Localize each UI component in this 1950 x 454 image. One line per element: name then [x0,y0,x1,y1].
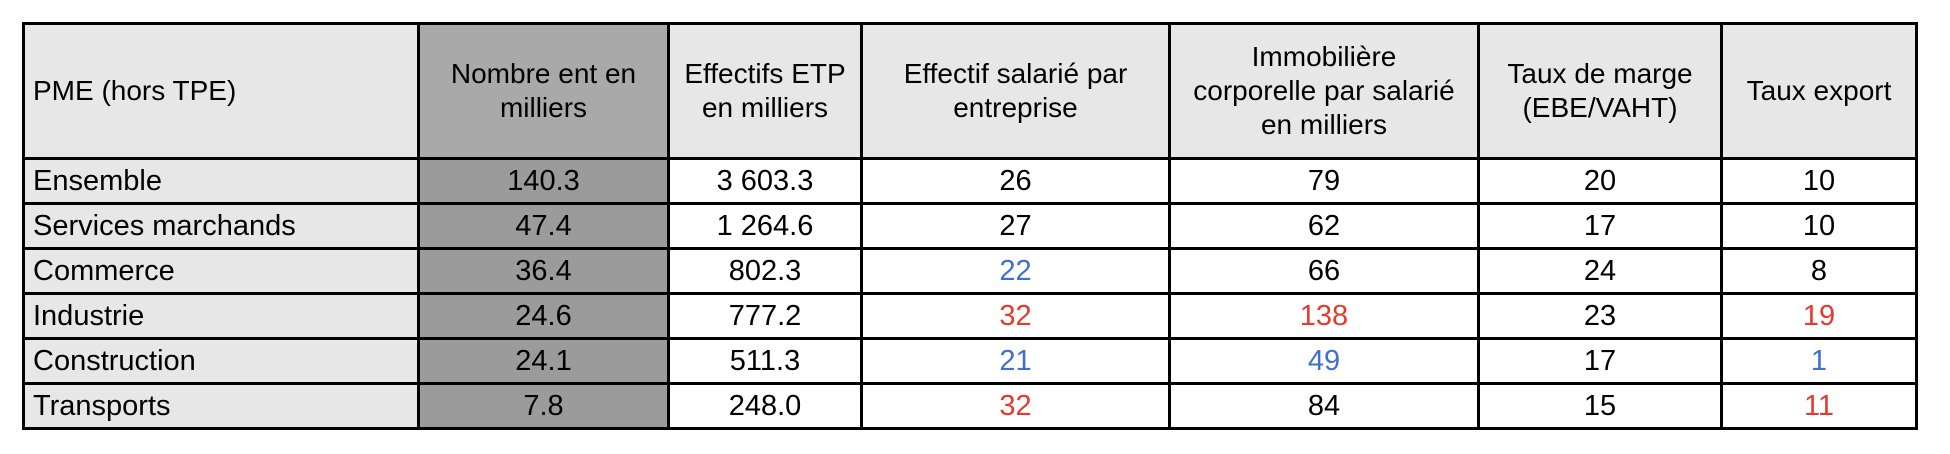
cell-immobiliere: 49 [1168,337,1480,385]
header-line: Effectifs ETP [684,57,846,89]
header-line: milliers [499,92,588,123]
cell-effectifs-etp: 1 264.6 [667,202,863,250]
cell-nombre-ent: 24.1 [417,337,670,385]
table-row: Ensemble 140.3 3 603.3 26 79 20 10 [22,157,1918,205]
cell-taux-marge: 23 [1477,292,1723,340]
header-row: PME (hors TPE) Nombre ent en milliers Ef… [22,22,1918,160]
cell-effectif-salarie: 27 [860,202,1171,250]
cell-effectifs-etp: 3 603.3 [667,157,863,205]
cell-taux-marge: 20 [1477,157,1723,205]
cell-taux-export: 10 [1720,157,1918,205]
cell-immobiliere: 79 [1168,157,1480,205]
cell-immobiliere: 66 [1168,247,1480,295]
cell-effectifs-etp: 777.2 [667,292,863,340]
row-label: Transports [22,382,420,430]
row-label: Industrie [22,292,420,340]
header-line: PME (hors TPE) [33,74,237,106]
cell-nombre-ent: 47.4 [417,202,670,250]
header-line: entreprise [953,92,1078,123]
cell-taux-export: 19 [1720,292,1918,340]
col-header-effectifs-etp: Effectifs ETP en milliers [667,22,863,160]
header-line: Immobilière [1251,40,1397,72]
cell-effectifs-etp: 511.3 [667,337,863,385]
header-line: en milliers [701,92,829,123]
header-line: Taux de marge [1507,57,1693,89]
cell-taux-marge: 17 [1477,202,1723,250]
header-line: (EBE/VAHT) [1522,92,1678,123]
cell-immobiliere: 84 [1168,382,1480,430]
table-row: Industrie 24.6 777.2 32 138 23 19 [22,292,1918,340]
cell-effectif-salarie: 22 [860,247,1171,295]
col-header-nombre-ent: Nombre ent en milliers [417,22,670,160]
cell-immobiliere: 138 [1168,292,1480,340]
col-header-pme: PME (hors TPE) [22,22,420,160]
col-header-taux-marge: Taux de marge (EBE/VAHT) [1477,22,1723,160]
row-label: Ensemble [22,157,420,205]
cell-taux-marge: 24 [1477,247,1723,295]
cell-taux-marge: 15 [1477,382,1723,430]
cell-taux-export: 11 [1720,382,1918,430]
cell-taux-export: 1 [1720,337,1918,385]
cell-effectifs-etp: 802.3 [667,247,863,295]
row-label: Construction [22,337,420,385]
row-label: Commerce [22,247,420,295]
pme-data-table: PME (hors TPE) Nombre ent en milliers Ef… [22,22,1918,430]
header-line: Nombre ent en [450,57,637,89]
header-line: en milliers [1260,109,1388,141]
table-row: Transports 7.8 248.0 32 84 15 11 [22,382,1918,430]
cell-effectif-salarie: 32 [860,292,1171,340]
cell-effectif-salarie: 21 [860,337,1171,385]
header-line: Effectif salarié par [903,57,1128,89]
cell-nombre-ent: 7.8 [417,382,670,430]
cell-nombre-ent: 24.6 [417,292,670,340]
table-row: Construction 24.1 511.3 21 49 17 1 [22,337,1918,385]
cell-taux-export: 8 [1720,247,1918,295]
col-header-taux-export: Taux export [1720,22,1918,160]
row-label: Services marchands [22,202,420,250]
cell-effectif-salarie: 26 [860,157,1171,205]
col-header-effectif-salarie: Effectif salarié par entreprise [860,22,1171,160]
cell-effectif-salarie: 32 [860,382,1171,430]
cell-effectifs-etp: 248.0 [667,382,863,430]
cell-taux-export: 10 [1720,202,1918,250]
cell-taux-marge: 17 [1477,337,1723,385]
cell-nombre-ent: 36.4 [417,247,670,295]
table-row: Commerce 36.4 802.3 22 66 24 8 [22,247,1918,295]
header-line: corporelle par salarié [1193,74,1455,106]
header-line: Taux export [1746,74,1892,106]
table-row: Services marchands 47.4 1 264.6 27 62 17… [22,202,1918,250]
cell-nombre-ent: 140.3 [417,157,670,205]
cell-immobiliere: 62 [1168,202,1480,250]
col-header-immobiliere: Immobilière corporelle par salarié en mi… [1168,22,1480,160]
